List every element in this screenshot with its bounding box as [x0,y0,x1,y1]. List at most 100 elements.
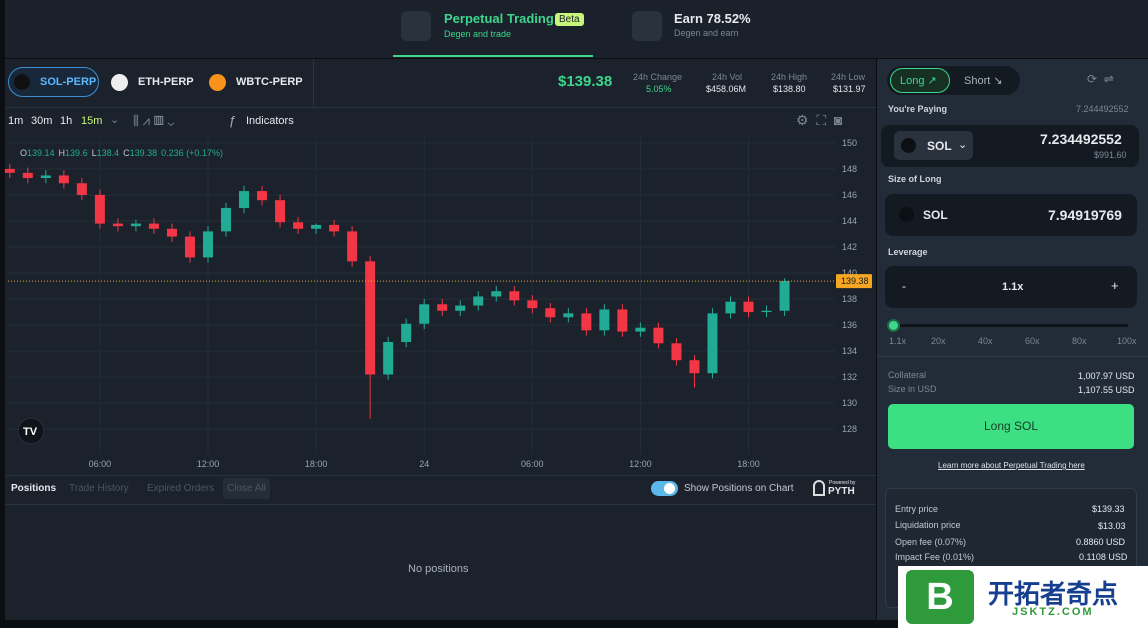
legend-key: L [92,148,97,158]
summary-label: Size in USD [888,384,937,394]
summary-label: Collateral [888,370,927,380]
tab-underline [393,55,593,57]
ohlc-legend: O139.14 H139.6 L138.4 C139.38 0.236 (+0.17%) [20,148,223,158]
slider-mark: 80x [1072,336,1087,346]
icon [401,11,431,41]
y-tick-label: 128 [842,424,857,434]
watermark-logo: B [906,570,974,624]
positions-tab[interactable]: Positions [11,483,57,494]
toggle-knob [664,483,675,494]
slider-track[interactable] [892,324,1128,327]
stat-label: 24h High [771,72,808,82]
amount-usd: $991.60 [1094,150,1127,160]
watermark-site: JSKTZ.COM [1012,606,1094,618]
candle-body [257,191,268,201]
x-tick-label: 18:00 [737,459,760,469]
legend-key: C [123,148,130,158]
learn-link[interactable]: Learn more about Perpetual Trading here [938,461,1085,470]
tab-title[interactable]: Perpetual Trading [444,11,554,26]
slider-thumb[interactable] [887,319,900,332]
detail-value: 0.8860 USD [1076,537,1126,547]
label: You're Paying [888,104,947,114]
stat-label: 24h Vol [712,72,743,82]
candle-body [545,308,556,318]
candle-body [365,261,376,375]
candle-body [743,301,754,313]
amount[interactable]: 7.234492552 [1040,131,1122,147]
candle-body [581,313,592,331]
plus[interactable]: + [1111,278,1119,293]
label: Leverage [888,247,928,257]
y-tick-label: 134 [842,346,857,356]
candle-body [311,224,322,229]
market[interactable]: SOL-PERP [40,76,97,88]
powered-by: Powered by [829,480,856,486]
chart-tools[interactable]: ⚙ ⛶ ◙ [796,112,843,128]
chart-type-icons[interactable]: ⫼ ⩘ ▥ ⌄ [133,113,175,128]
y-tick-label: 142 [842,242,857,252]
x-tick-label: 12:00 [629,459,652,469]
sol-icon [899,207,914,222]
price-tag-label: 139.38 [841,276,869,286]
icon [632,11,662,41]
positions-tab[interactable]: Expired Orders [147,483,215,494]
y-tick-label: 144 [842,216,857,226]
detail-label: Open fee (0.07%) [895,537,967,547]
tab-title[interactable]: Earn 78.52% [674,11,751,26]
balance: 7.244492552 [1076,104,1129,114]
close-all[interactable]: Close All [223,478,270,499]
interval[interactable]: 1h [60,115,73,127]
side-active[interactable] [890,68,950,93]
divider [313,59,314,107]
detail-value: $13.03 [1098,521,1126,531]
stat-value: $131.97 [833,84,866,94]
price-tag [836,274,872,289]
candle-body [275,200,286,223]
candle-body [689,360,700,374]
slider-mark: 40x [978,336,993,346]
minus[interactable]: - [902,279,906,293]
interval[interactable]: 15m [81,115,103,127]
y-tick-label: 136 [842,320,857,330]
tv-logo [17,417,45,445]
legend-value: 138.4 [97,148,120,158]
summary-value: 1,107.55 USD [1078,385,1135,395]
slider-mark: 100x [1117,336,1137,346]
interval[interactable]: 1m [8,115,24,127]
submit-button[interactable]: Long SOL [888,404,1134,449]
market[interactable]: ETH-PERP [138,76,194,88]
panel-icons[interactable]: ⟳ ⇌ [1087,72,1114,86]
stat-value: $458.06M [706,84,747,94]
side[interactable]: Short ↘ [964,75,1003,87]
candle-body [671,343,682,361]
x-tick-label: 06:00 [521,459,544,469]
side[interactable]: Long ↗ [900,75,937,87]
y-tick-label: 146 [842,190,857,200]
sol-icon [901,138,916,153]
fx-icon: ƒ [229,113,237,128]
candle-body [94,194,105,224]
candle-body [347,231,358,262]
y-tick-label: 132 [842,372,857,382]
side-label: Short [964,75,991,87]
leverage-box [885,266,1137,308]
positions-tab[interactable]: Trade History [69,483,129,494]
stat-label: 24h Low [831,72,866,82]
indicators[interactable]: Indicators [246,115,294,127]
divider [5,107,876,108]
x-tick-label: 12:00 [197,459,220,469]
divider [877,356,1148,357]
dropdown[interactable]: ⌄ [110,114,120,126]
market[interactable]: WBTC-PERP [236,76,303,88]
side-label: Long [900,75,925,87]
candle-body [202,231,213,258]
detail-label: Impact Fee (0.01%) [895,552,975,562]
pyth-logo [813,480,825,496]
interval[interactable]: 30m [31,115,53,127]
candle-body [401,323,412,342]
candle-body [184,236,195,258]
y-tick-label: 130 [842,398,857,408]
detail-value: 0.1108 USD [1079,552,1128,562]
slider-mark: 20x [931,336,946,346]
